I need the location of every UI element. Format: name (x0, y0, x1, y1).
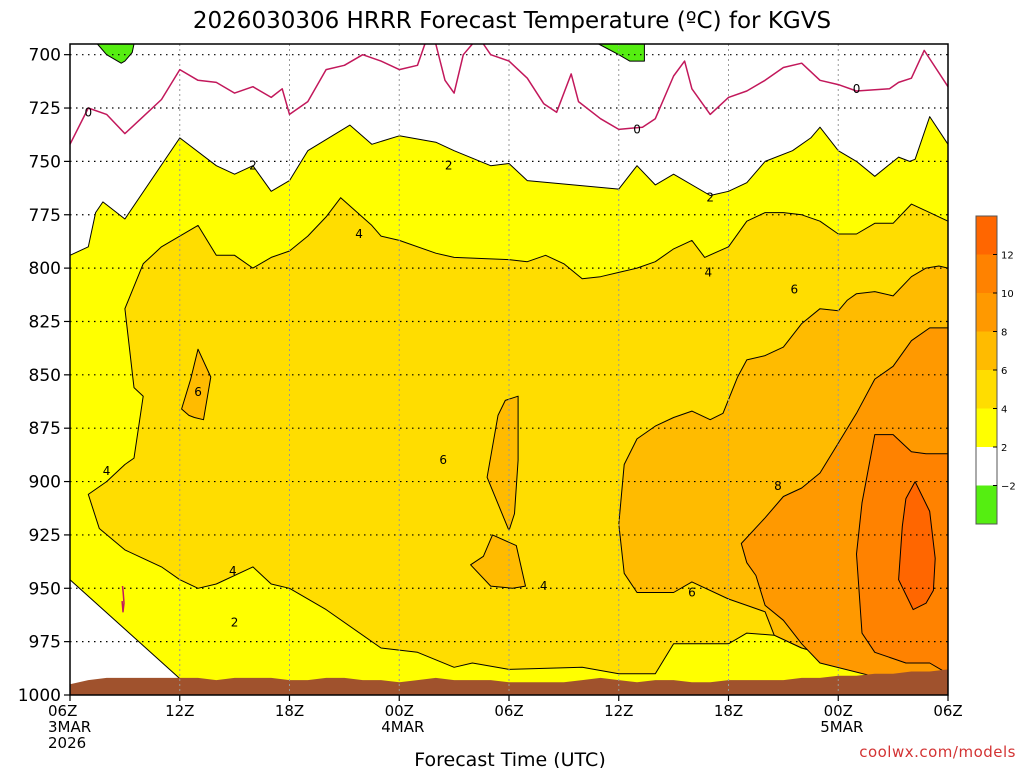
contour-label-4: 4 (103, 464, 111, 478)
y-tick-label-775: 775 (29, 206, 61, 226)
contour-label-2: 2 (231, 615, 239, 629)
y-tick-label-875: 875 (29, 419, 61, 439)
colorbar-band-6-to-8 (976, 331, 997, 370)
x-tick-label-3-1: 00Z (385, 702, 414, 720)
ground-layer (70, 669, 948, 695)
contour-line-0 (121, 586, 125, 613)
colorbar-label-4: 4 (1001, 405, 1007, 416)
grid-layer (70, 44, 948, 695)
contour-label-6: 6 (791, 282, 799, 296)
colorbar: 12 10 8 6 4 2 −2 (975, 215, 1016, 525)
contour-label-0: 0 (633, 122, 641, 136)
contour-line-layer (69, 43, 949, 613)
x-tick-label-0-3: 2026 (48, 734, 86, 752)
contour-label-0: 0 (853, 82, 861, 96)
credit-link[interactable]: coolwx.com/models (859, 743, 1016, 761)
temp-region-6-to-8 (470, 534, 526, 589)
x-tick-label-0-1: 06Z (48, 702, 77, 720)
colorbar-band-2-to-4 (976, 408, 997, 447)
y-tick-label-825: 825 (29, 312, 61, 332)
x-tick-label-1-1: 12Z (165, 702, 194, 720)
x-tick-label-7-2: 5MAR (820, 718, 863, 736)
colorbar-band-4-to-6 (976, 370, 997, 409)
contour-label-4: 4 (229, 564, 237, 578)
contour-label-4: 4 (355, 227, 363, 241)
contour-label-4: 4 (540, 579, 548, 593)
colorbar-band--4-to--2 (976, 485, 997, 524)
temp-region-6-to-8 (486, 395, 519, 532)
contour-label-8: 8 (774, 479, 782, 493)
y-tick-label-750: 750 (29, 152, 61, 172)
x-tick-label-6-1: 18Z (714, 702, 743, 720)
colorbar-label-0: 12 (1001, 251, 1014, 262)
colorbar-band--2-to-2 (976, 447, 997, 486)
contour-label-6: 6 (439, 453, 447, 467)
temp-region-6-to-8 (181, 348, 212, 421)
x-tick-label-7-1: 00Z (824, 702, 853, 720)
x-tick-label-2-1: 18Z (275, 702, 304, 720)
y-tick-label-850: 850 (29, 366, 61, 386)
y-tick-label-700: 700 (29, 46, 61, 66)
colorbar-band-12-to-14 (976, 216, 997, 255)
x-tick-label-8-1: 06Z (933, 702, 962, 720)
contour-label-2: 2 (706, 191, 714, 205)
chart-title: 2026030306 HRRR Forecast Temperature (ºC… (193, 8, 831, 34)
x-axis-label: Forecast Time (UTC) (414, 749, 605, 768)
y-tick-label-1000: 1000 (18, 686, 61, 706)
contour-label-0: 0 (84, 105, 92, 119)
colorbar-label-6: −2 (1001, 482, 1016, 493)
x-tick-label-4-1: 06Z (494, 702, 523, 720)
x-tick-label-5-1: 12Z (604, 702, 633, 720)
colorbar-band-8-to-10 (976, 293, 997, 332)
y-tick-label-900: 900 (29, 473, 61, 493)
y-tick-label-725: 725 (29, 99, 61, 119)
contour-label-2: 2 (249, 159, 257, 173)
contour-line-0 (435, 43, 473, 94)
y-tick-label-925: 925 (29, 526, 61, 546)
contour-label-layer: 0 0 0 2 2 2 2 4 4 4 4 4 6 6 6 6 8 (84, 82, 860, 630)
y-tick-label-800: 800 (29, 259, 61, 279)
colorbar-label-5: 2 (1001, 443, 1007, 454)
colorbar-band-10-to-12 (976, 254, 997, 293)
x-tick-label-0-2: 3MAR (48, 718, 91, 736)
colorbar-label-3: 6 (1001, 366, 1007, 377)
contour-line-0 (482, 43, 949, 131)
contour-label-4: 4 (705, 265, 713, 279)
contour-label-6: 6 (194, 385, 202, 399)
contour-label-2: 2 (445, 159, 453, 173)
contour-line-0 (69, 43, 426, 145)
x-tick-label-3-2: 4MAR (381, 718, 424, 736)
ground-terrain (70, 669, 948, 695)
temp-region-12-to-14 (898, 481, 936, 611)
contour-label-6: 6 (688, 586, 696, 600)
colorbar-label-2: 8 (1001, 328, 1007, 339)
y-tick-label-950: 950 (29, 579, 61, 599)
y-tick-label-975: 975 (29, 633, 61, 653)
colorbar-label-1: 10 (1001, 289, 1014, 300)
pressure-axis: 700 725 750 775 800 825 850 875 900 925 950 975 1000 (18, 46, 70, 706)
